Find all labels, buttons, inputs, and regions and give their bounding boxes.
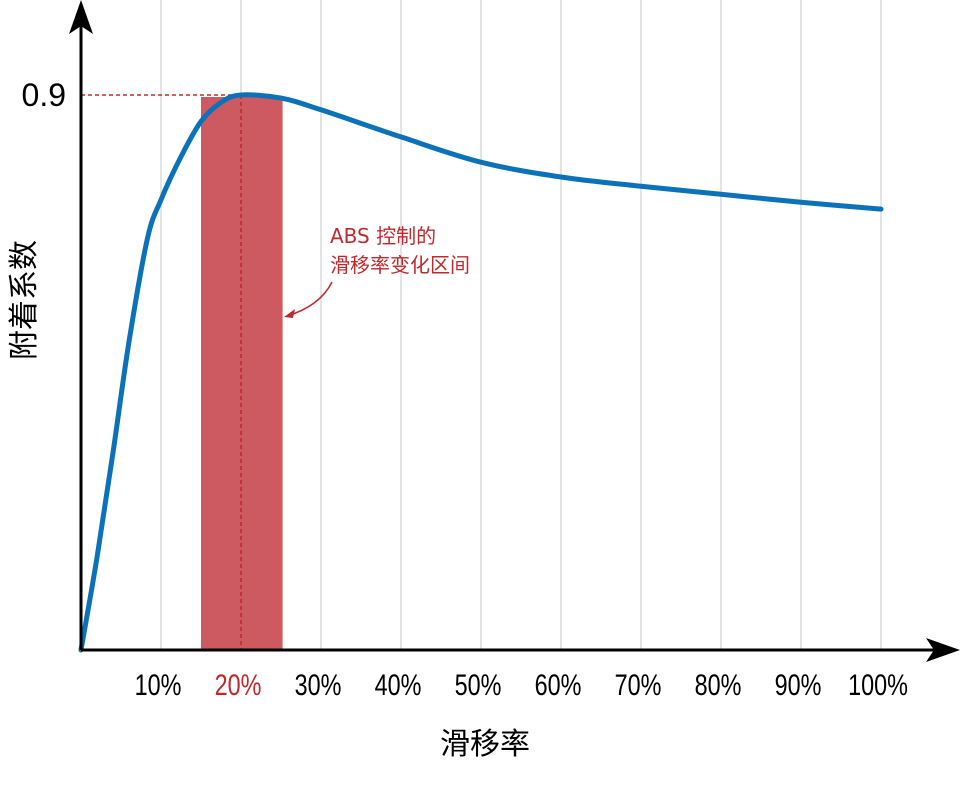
x-tick-label: 50% (455, 668, 502, 701)
y-axis-arrow-icon (69, 0, 93, 34)
annotation-line-2: 滑移率变化区间 (330, 253, 470, 277)
x-tick-label: 90% (775, 668, 822, 701)
x-tick-label: 70% (615, 668, 662, 701)
y-axis-label: 附着系数 (7, 240, 42, 360)
x-axis-label: 滑移率 (440, 727, 530, 762)
x-tick-label: 60% (535, 668, 582, 701)
abs-control-band (201, 97, 283, 650)
x-tick-label: 80% (695, 668, 742, 701)
annotation-arrowhead-icon (284, 309, 295, 318)
x-tick-label: 100% (848, 668, 908, 701)
y-tick-label: 0.9 (22, 77, 66, 113)
x-tick-label: 10% (135, 668, 182, 701)
x-tick-label: 40% (375, 668, 422, 701)
x-tick-label: 20% (215, 668, 262, 701)
x-tick-label: 30% (295, 668, 342, 701)
annotation-line-1: ABS 控制的 (330, 224, 436, 248)
adhesion-curve (78, 92, 884, 653)
x-axis-arrow-icon (926, 638, 960, 662)
